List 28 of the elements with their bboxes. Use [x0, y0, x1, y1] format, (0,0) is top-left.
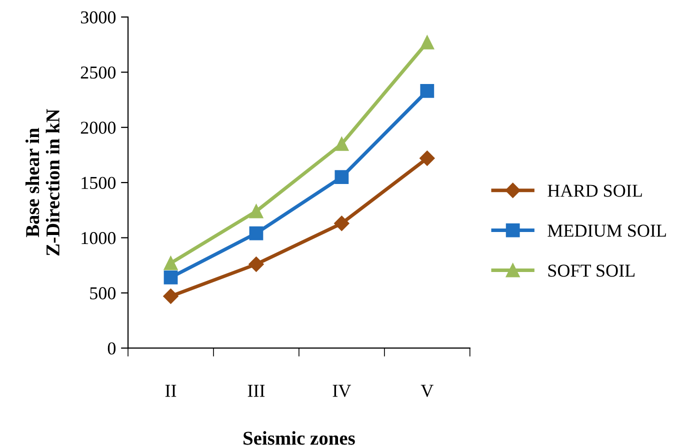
- point: [164, 256, 178, 270]
- point: [420, 84, 434, 98]
- x-axis-title: Seismic zones: [244, 431, 355, 445]
- x-tick-label: V: [420, 384, 434, 398]
- y-tick-label: 0: [108, 342, 116, 355]
- x-tick-label: IV: [332, 384, 352, 398]
- y-tick-label: 500: [90, 287, 116, 300]
- y-tick-label: 2000: [80, 122, 116, 134]
- y-tick-label: 3000: [80, 11, 116, 24]
- y-axis-title: Base shear in Z-Direction in kN: [25, 108, 60, 256]
- point: [334, 216, 350, 231]
- point: [420, 35, 434, 50]
- point: [248, 256, 264, 272]
- y-tick-label: 1000: [82, 232, 116, 244]
- point: [334, 136, 349, 151]
- legend-label: HARD SOIL: [548, 184, 642, 197]
- point: [334, 170, 349, 184]
- x-tick-label: II: [165, 384, 176, 397]
- y-tick-label: 1500: [82, 176, 116, 189]
- x-tick-label: III: [248, 384, 265, 397]
- legend-label: SOFT SOIL: [548, 264, 635, 277]
- point: [249, 204, 264, 218]
- point: [420, 150, 435, 166]
- point: [163, 288, 178, 304]
- y-tick-label: 2500: [80, 66, 116, 79]
- legend-label: MEDIUM SOIL: [548, 224, 666, 237]
- point: [164, 270, 178, 284]
- point: [249, 226, 264, 240]
